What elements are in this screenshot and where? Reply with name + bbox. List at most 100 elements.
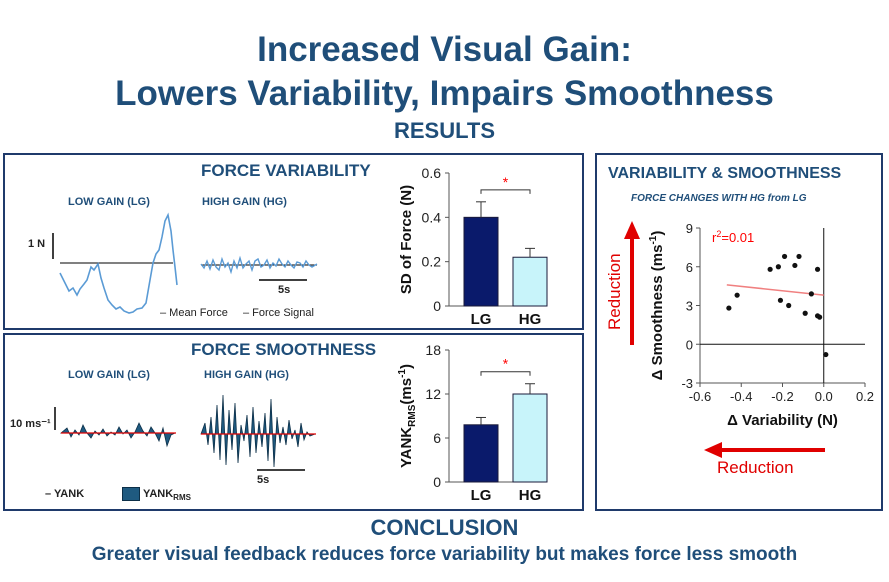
scatter-chart: -0.6 -0.4 -0.2 0.0 0.2 -3 0 3 6 9 Δ Variability (N… [605,221,874,477]
yank-chart-bar-lg [463,424,499,483]
yank-chart-y-label-unit: (ms [398,378,415,405]
force-smoothness-title: FORCE SMOOTHNESS [191,340,377,359]
yank-chart-bar-hg [512,393,548,483]
yank-chart-y-label-sub: RMS [407,404,418,427]
yank-scale-label: 10 ms⁻¹ [10,418,51,430]
correlation-title: VARIABILITY & SMOOTHNESS [608,165,842,182]
lg-yank-rms-area [59,422,176,448]
scatter-point [786,302,792,309]
sd-chart-category-lg: LG [471,311,492,328]
reduction-arrowhead-vertical [624,221,640,239]
sd-chart-y-label-text: SD of Force (N) [398,185,415,294]
scatter-x-tick-label: -0.4 [730,389,752,404]
legend-yank-rms: YANKRMS [143,488,191,502]
r-squared-value: =0.01 [721,230,754,245]
legend-yank-rms-text: YANK [143,488,174,500]
yank-chart-tick-label: 0 [433,474,441,490]
scatter-point [808,291,814,297]
legend-yank-rms-sub: RMS [173,493,191,503]
scatter-y-label-text: Δ Smoothness (ms [649,245,666,381]
conclusion-text: Greater visual feedback reduces force va… [91,544,798,565]
main-title-line1: Increased Visual Gain: [257,30,632,69]
yank-chart-tick-label: 18 [425,342,441,358]
scatter-point [792,262,798,269]
scatter-y-label: Δ Smoothness (ms-1) [648,231,666,381]
r-squared-sup: 2 [716,229,721,239]
sd-chart-bar-lg [463,216,499,307]
sd-chart-tick-label: 0 [433,298,441,314]
scatter-x-tick-label: 0.2 [856,389,874,404]
scatter-point [814,266,821,272]
scatter-y-tick-label: 0 [686,337,693,352]
scatter-x-tick-label: -0.6 [689,389,711,404]
scatter-y-label-end: ) [649,231,666,236]
force-variability-title: FORCE VARIABILITY [201,161,371,180]
reduction-label-horizontal: Reduction [717,458,794,477]
scatter-point [796,253,802,260]
force-scale-label: 1 N [28,238,46,250]
scatter-x-tick-label: -0.2 [771,389,793,404]
force-smoothness-panel: FORCE SMOOTHNESS LOW GAIN (LG) HIGH GAIN… [3,333,584,511]
high-gain-label-smoothness: HIGH GAIN (HG) [204,369,289,381]
high-gain-label: HIGH GAIN (HG) [202,196,287,208]
scatter-y-tick-label: 3 [686,299,693,314]
low-gain-label-smoothness: LOW GAIN (LG) [68,369,150,381]
force-traces [52,212,318,314]
sd-chart-tick-label: 0.6 [422,165,442,181]
sd-chart-category-hg: HG [519,311,542,328]
force-variability-panel: FORCE VARIABILITY LOW GAIN (LG) HIGH GAI… [3,153,584,330]
r-squared-annotation: r2=0.01 [712,229,754,245]
yank-chart-significance-bracket [480,371,531,376]
lg-force-signal [59,212,178,314]
scatter-point [775,264,781,270]
main-title-line2: Lowers Variability, Impairs Smoothness [115,74,774,113]
results-heading: RESULTS [393,118,496,143]
hg-yank-rms-area [200,394,316,468]
sd-chart-y-label: SD of Force (N) [398,185,415,294]
sd-chart-significance-star: * [503,174,509,190]
scatter-point [777,297,784,303]
variability-smoothness-panel: VARIABILITY & SMOOTHNESS FORCE CHANGES W… [595,153,883,511]
scatter-point [817,314,823,320]
legend-yank: – YANK [45,488,85,500]
conclusion-heading: CONCLUSION [370,515,519,540]
yank-rms-chart: 0 6 12 18 YANKRMS(ms-1) LG HG * [397,342,548,504]
scatter-y-label-sup: -1 [648,235,659,244]
scatter-y-tick-label: 6 [686,260,693,275]
yank-chart-category-hg: HG [519,487,542,504]
yank-chart-category-lg: LG [471,487,492,504]
yank-chart-significance-star: * [503,356,509,372]
sd-chart-bar-hg [512,256,548,307]
legend-force-signal-text: – Force Signal [243,307,314,319]
sd-chart-tick-label: 0.4 [422,209,442,225]
scatter-y-tick-label: 9 [686,221,693,236]
low-gain-label: LOW GAIN (LG) [68,196,150,208]
scatter-point [767,266,773,272]
scatter-y-tick-label: -3 [681,376,693,391]
scatter-point [802,310,808,316]
scatter-point [781,253,788,260]
time-scale-label-smoothness: 5s [257,474,270,486]
legend-force-signal: – Force Signal [243,307,314,319]
time-scale-label: 5s [278,284,291,296]
scatter-x-label: Δ Variability (N) [727,412,838,429]
legend-mean-force: – Mean Force [160,307,228,319]
yank-chart-y-label-end: ) [398,364,415,369]
legend-yank-rms-swatch [122,487,140,501]
sd-chart-tick-label: 0.2 [422,254,442,270]
r-squared-r: r [712,230,717,245]
yank-chart-tick-label: 6 [433,430,441,446]
yank-chart-y-label-text: YANK [398,427,415,468]
yank-chart-y-label-sup: -1 [397,369,408,378]
scatter-x-tick-label: 0.0 [815,389,833,404]
yank-chart-tick-label: 12 [425,386,441,402]
sd-force-chart: 0 0.2 0.4 0.6 SD of Force (N) LG HG * [398,165,548,328]
correlation-subtitle: FORCE CHANGES WITH HG from LG [631,193,807,204]
reduction-arrowhead-horizontal [704,442,722,458]
yank-traces [54,394,316,471]
yank-chart-y-label: YANKRMS(ms-1) [397,364,418,468]
scatter-point [734,292,740,298]
hg-force-signal [200,255,318,275]
reduction-label-vertical: Reduction [605,253,624,330]
scatter-point [823,351,829,358]
